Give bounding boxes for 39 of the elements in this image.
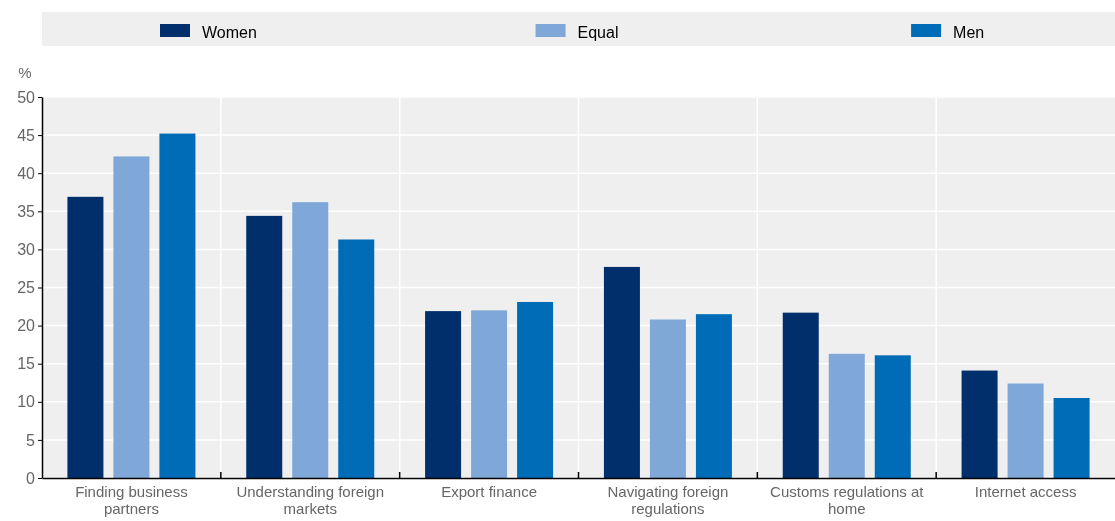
y-tick-label: 20 xyxy=(17,317,36,335)
legend-label: Women xyxy=(202,24,257,41)
y-tick-label: 10 xyxy=(17,393,36,411)
x-tick-label: Understanding foreign markets xyxy=(236,483,385,517)
bar xyxy=(471,310,508,478)
bar xyxy=(828,353,865,478)
y-tick-label: 30 xyxy=(17,241,36,259)
y-tick-label: 40 xyxy=(17,164,36,182)
x-tick-label: Export finance xyxy=(441,483,538,500)
y-tick-label: 5 xyxy=(26,431,36,449)
bar xyxy=(782,312,819,478)
bar xyxy=(517,301,554,478)
y-tick-label: 35 xyxy=(17,202,36,220)
bar xyxy=(246,215,283,478)
bar xyxy=(603,266,640,478)
x-tick-label: Internet access xyxy=(974,483,1077,500)
y-tick-label: 50 xyxy=(17,88,36,106)
y-tick-label: 25 xyxy=(17,279,36,297)
y-axis-title: % xyxy=(18,64,32,81)
bar xyxy=(1053,397,1090,478)
y-tick-label: 15 xyxy=(17,355,36,373)
bar xyxy=(1007,383,1044,478)
bar xyxy=(961,370,998,478)
bar xyxy=(292,202,329,478)
legend-label: Equal xyxy=(577,24,619,41)
bar xyxy=(67,196,104,478)
y-tick-label: 45 xyxy=(17,126,36,144)
bar xyxy=(874,355,911,478)
bar xyxy=(113,156,150,478)
x-tick-label: Navigating foreign regulations xyxy=(607,483,729,517)
legend-label: Men xyxy=(953,24,985,41)
bar xyxy=(425,311,462,478)
bar xyxy=(695,314,732,478)
y-tick-label: 0 xyxy=(26,469,36,487)
x-tick-label: Customs regulations at home xyxy=(770,483,925,517)
bar xyxy=(159,133,196,478)
bar xyxy=(649,319,686,478)
x-tick-label: Finding business partners xyxy=(75,483,188,517)
bar xyxy=(338,239,375,478)
